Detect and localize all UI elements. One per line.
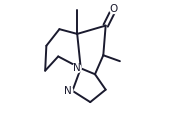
Circle shape: [64, 86, 73, 95]
Text: N: N: [64, 86, 72, 96]
Text: N: N: [73, 63, 81, 73]
Circle shape: [72, 64, 81, 73]
Circle shape: [109, 4, 119, 14]
Text: O: O: [110, 4, 118, 14]
